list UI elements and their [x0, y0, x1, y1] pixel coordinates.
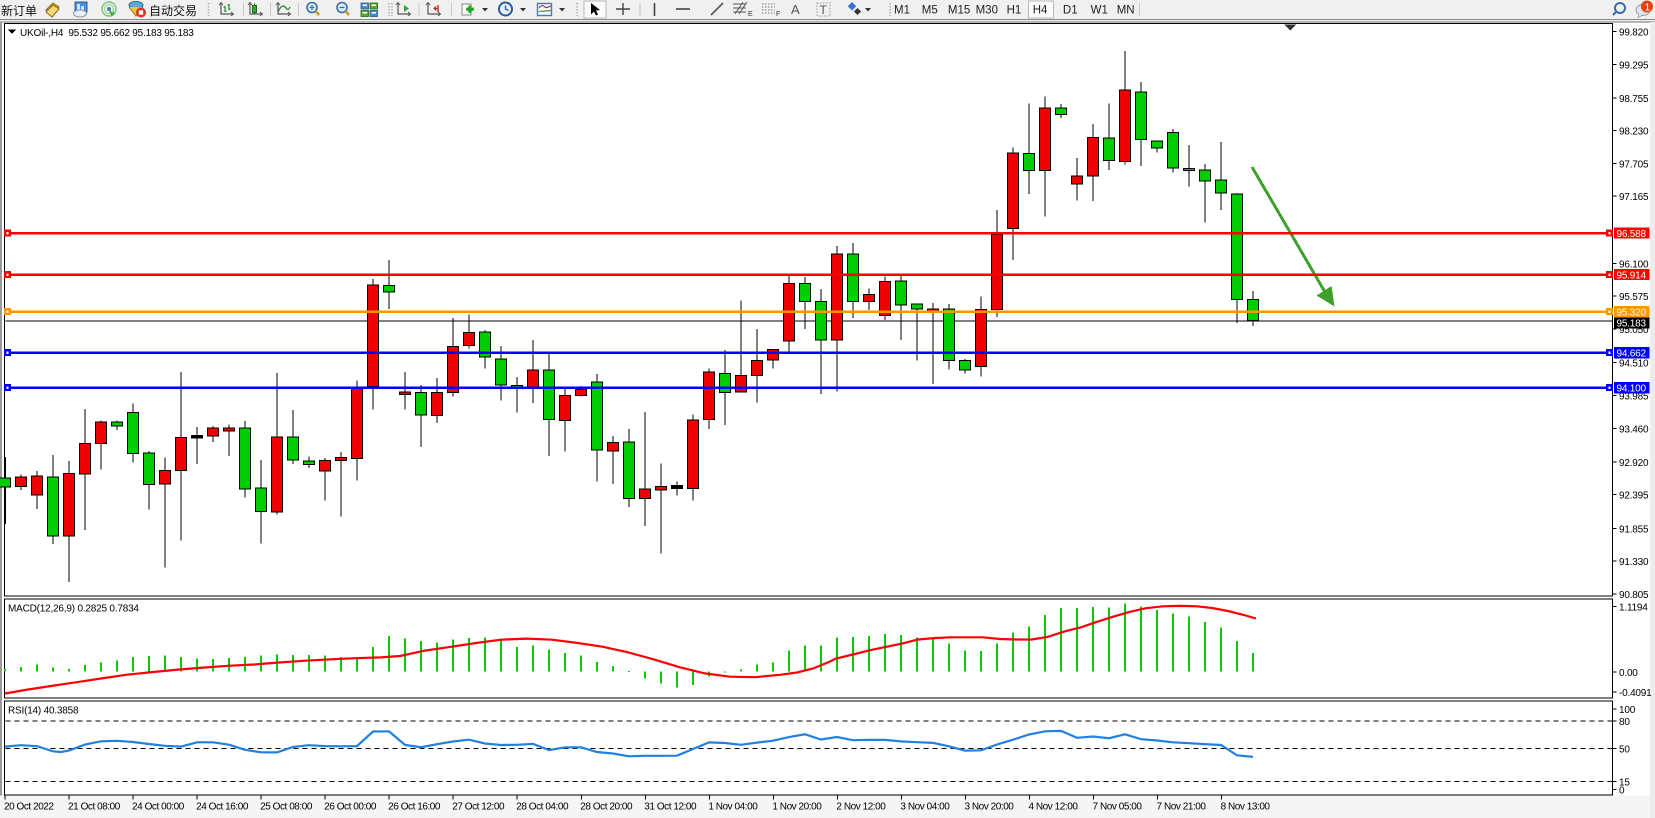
svg-text:93.460: 93.460 [1619, 424, 1649, 435]
svg-text:97.705: 97.705 [1619, 159, 1649, 170]
svg-text:M15: M15 [948, 5, 970, 17]
svg-text:95.320: 95.320 [1617, 308, 1647, 319]
svg-text:7 Nov 21:00: 7 Nov 21:00 [1157, 802, 1207, 813]
svg-text:M30: M30 [976, 5, 998, 17]
svg-text:100: 100 [1619, 705, 1636, 716]
svg-text:0: 0 [1619, 786, 1625, 797]
svg-text:94.510: 94.510 [1619, 359, 1649, 370]
svg-text:99.295: 99.295 [1619, 61, 1649, 72]
svg-text:RSI(14) 40.3858: RSI(14) 40.3858 [8, 706, 79, 717]
svg-text:93.985: 93.985 [1619, 392, 1649, 403]
svg-text:2 Nov 12:00: 2 Nov 12:00 [836, 802, 886, 813]
svg-text:97.165: 97.165 [1619, 192, 1649, 203]
svg-text:24 Oct 16:00: 24 Oct 16:00 [196, 802, 249, 813]
svg-text:T: T [820, 3, 828, 17]
svg-text:92.920: 92.920 [1619, 458, 1649, 469]
svg-text:-0.4091: -0.4091 [1619, 688, 1652, 699]
svg-text:MACD(12,26,9) 0.2825 0.7834: MACD(12,26,9) 0.2825 0.7834 [8, 604, 139, 615]
svg-text:3 Nov 04:00: 3 Nov 04:00 [900, 802, 950, 813]
svg-text:3 Nov 20:00: 3 Nov 20:00 [964, 802, 1014, 813]
svg-text:95.183: 95.183 [1617, 319, 1647, 330]
svg-text:M1: M1 [894, 5, 910, 17]
svg-text:27 Oct 12:00: 27 Oct 12:00 [452, 802, 505, 813]
svg-text:98.230: 98.230 [1619, 127, 1649, 138]
svg-text:94.662: 94.662 [1617, 348, 1647, 359]
svg-text:28 Oct 20:00: 28 Oct 20:00 [580, 802, 633, 813]
svg-text:E: E [748, 11, 753, 18]
svg-text:8 Nov 13:00: 8 Nov 13:00 [1221, 802, 1271, 813]
svg-text:95.575: 95.575 [1619, 292, 1649, 303]
svg-text:0.00: 0.00 [1619, 668, 1638, 679]
svg-text:H1: H1 [1007, 5, 1022, 17]
svg-text:1: 1 [1645, 2, 1651, 14]
svg-text:4 Nov 12:00: 4 Nov 12:00 [1028, 802, 1078, 813]
svg-text:90.805: 90.805 [1619, 590, 1649, 601]
svg-text:96.588: 96.588 [1617, 229, 1647, 240]
svg-text:94.100: 94.100 [1617, 384, 1647, 395]
svg-text:26 Oct 00:00: 26 Oct 00:00 [324, 802, 377, 813]
svg-text:21 Oct 08:00: 21 Oct 08:00 [68, 802, 121, 813]
svg-text:92.395: 92.395 [1619, 491, 1649, 502]
svg-text:15: 15 [1619, 777, 1630, 788]
svg-text:1.1194: 1.1194 [1619, 603, 1648, 614]
svg-text:95.050: 95.050 [1619, 325, 1649, 336]
svg-text:95.914: 95.914 [1617, 270, 1647, 281]
svg-text:7 Nov 05:00: 7 Nov 05:00 [1093, 802, 1143, 813]
svg-text:UKOil-,H4 95.532 95.662 95.18: UKOil-,H4 95.532 95.662 95.183 95.183 [20, 28, 194, 39]
svg-text:D1: D1 [1063, 5, 1078, 17]
svg-text:20 Oct 2022: 20 Oct 2022 [4, 802, 54, 813]
svg-text:A: A [791, 2, 800, 17]
svg-text:M5: M5 [922, 5, 938, 17]
svg-text:99.820: 99.820 [1619, 28, 1649, 39]
svg-text:F: F [776, 11, 780, 18]
svg-text:31 Oct 12:00: 31 Oct 12:00 [644, 802, 697, 813]
svg-text:W1: W1 [1091, 5, 1108, 17]
svg-text:80: 80 [1619, 717, 1630, 728]
svg-text:1 Nov 20:00: 1 Nov 20:00 [772, 802, 822, 813]
svg-text:26 Oct 16:00: 26 Oct 16:00 [388, 802, 441, 813]
svg-text:1 Nov 04:00: 1 Nov 04:00 [708, 802, 758, 813]
svg-text:91.330: 91.330 [1619, 557, 1649, 568]
svg-text:50: 50 [1619, 744, 1630, 755]
svg-text:MN: MN [1117, 5, 1135, 17]
svg-text:91.855: 91.855 [1619, 524, 1649, 535]
svg-text:98.755: 98.755 [1619, 94, 1649, 105]
svg-text:96.100: 96.100 [1619, 260, 1649, 271]
svg-text:25 Oct 08:00: 25 Oct 08:00 [260, 802, 313, 813]
svg-text:24 Oct 00:00: 24 Oct 00:00 [132, 802, 185, 813]
svg-text:H4: H4 [1033, 5, 1048, 17]
svg-text:28 Oct 04:00: 28 Oct 04:00 [516, 802, 569, 813]
